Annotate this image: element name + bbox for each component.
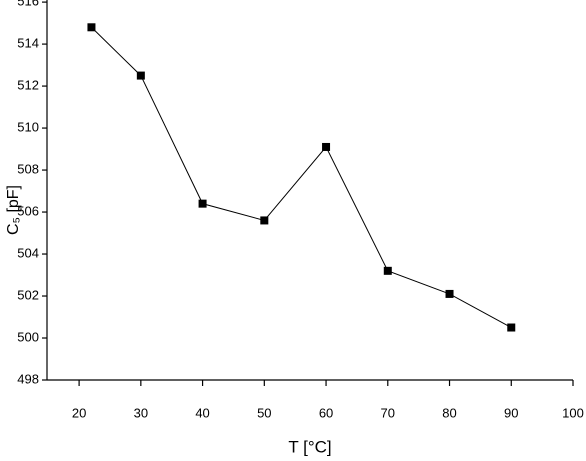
marker [260,216,269,225]
x-tick-label: 40 [195,405,209,420]
marker [507,323,516,332]
x-tick-label: 20 [72,405,86,420]
y-tick-label: 506 [17,203,39,218]
x-tick-label: 60 [319,405,333,420]
line [91,26,512,328]
marker [383,266,392,275]
x-tick-label: 50 [257,405,271,420]
x-tick-label: 90 [504,405,518,420]
x-axis-title: T [°C] [288,437,331,456]
marker [198,199,207,208]
y-tick-label: 514 [17,36,39,51]
x-tick-label: 70 [381,405,395,420]
x-tick-label: 30 [134,405,148,420]
y-tick-label: 500 [17,329,39,344]
x-tick-label: 100 [562,405,584,420]
y-tick-label: 502 [17,287,39,302]
y-tick-label: 508 [17,161,39,176]
y-tick-label: 498 [17,371,39,386]
marker [322,142,331,151]
x-tick-label: 80 [442,405,456,420]
y-axis-title: C₅ [pF] [5,185,22,235]
marker [87,23,96,32]
y-tick-label: 504 [17,245,39,260]
y-tick-label: 516 [17,0,39,9]
marker [445,289,454,298]
marker [136,71,145,80]
y-tick-label: 510 [17,120,39,135]
y-tick-label: 512 [17,78,39,93]
